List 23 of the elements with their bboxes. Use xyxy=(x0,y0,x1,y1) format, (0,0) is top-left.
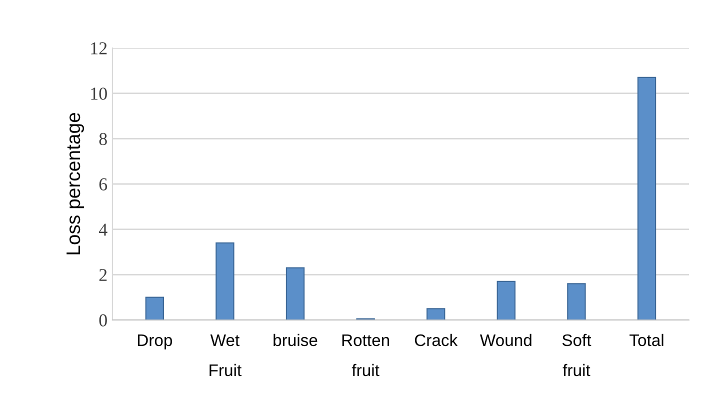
bar xyxy=(426,308,446,320)
y-tick-label: 6 xyxy=(99,178,108,190)
x-tick-label: Drop xyxy=(138,334,172,350)
y-tick-label: 12 xyxy=(91,42,107,54)
x-tick-label: bruise xyxy=(274,334,318,346)
x-tick-label: Rotten fruit xyxy=(342,334,390,376)
bar xyxy=(637,76,656,320)
x-tick-label: Soft fruit xyxy=(562,334,592,376)
x-tick-label: Wound xyxy=(480,334,532,346)
y-tick-label: 0 xyxy=(99,314,107,326)
y-axis-title: Loss percentage xyxy=(66,112,84,254)
bar xyxy=(286,267,305,320)
bar xyxy=(145,296,164,320)
x-tick-label: Crack xyxy=(414,334,458,346)
x-tick-label: Wet Fruit xyxy=(210,334,242,376)
y-tick-label: 8 xyxy=(99,132,107,146)
bar xyxy=(216,242,234,320)
y-tick-label: 2 xyxy=(99,268,107,281)
y-tick-label: 4 xyxy=(98,224,108,236)
y-tick-label: 10 xyxy=(91,88,107,100)
bar xyxy=(496,280,516,320)
x-tick-label: Total xyxy=(630,334,664,346)
bar xyxy=(567,283,586,320)
